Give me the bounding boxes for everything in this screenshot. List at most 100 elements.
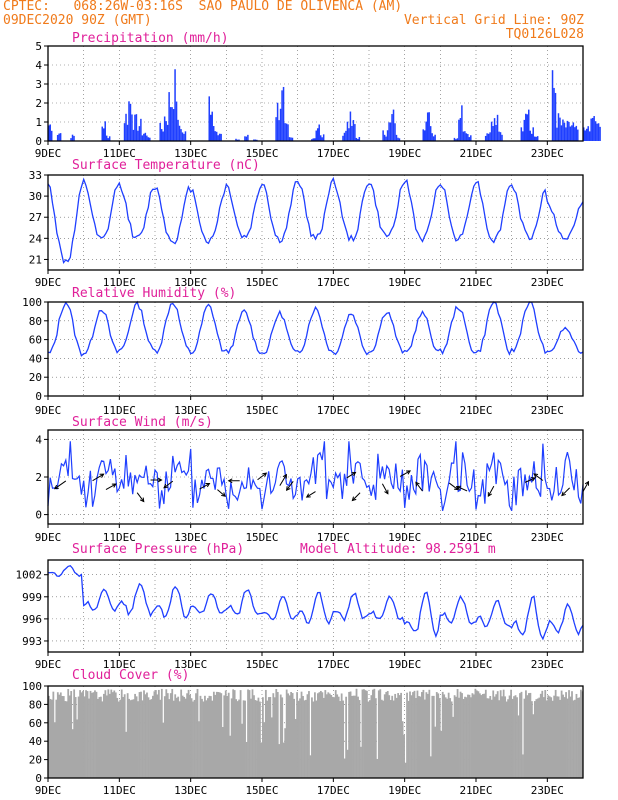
x-tick-label: 19DEC [388,531,421,544]
precip-bar [464,131,466,141]
precip-bar [209,114,212,141]
precip-bar [571,125,573,141]
x-tick-label: 9DEC [35,276,62,289]
precip-bar [594,121,597,141]
precip-bar [162,131,164,141]
x-tick-label: 21DEC [459,404,492,417]
precip-bar [314,138,316,141]
cloud-bar [305,699,307,778]
wind-arrow [415,482,423,492]
cloud-bar [86,691,89,778]
cloud-bar [380,699,383,778]
precip-bar [593,116,595,141]
cloud-bar [369,700,371,778]
cloud-bar [306,694,309,778]
cloud-bar [137,701,139,778]
cloud-bar [322,697,325,778]
cloud-bar [373,688,376,778]
cloud-bar [126,693,129,778]
precip-bar [536,136,539,141]
precip-bar [599,126,601,141]
cloud-bar [218,692,221,778]
precip-bar [220,133,222,141]
precip-bar [526,114,529,141]
cloud-bar [505,701,508,778]
panel-title: Precipitation (mm/h) [72,31,229,46]
cloud-bar [193,699,196,778]
cloud-bar [318,692,321,778]
cloud-bar [140,691,142,778]
cloud-bar [415,698,417,778]
cloud-bar [498,700,501,778]
cloud-bar [162,722,165,778]
cloud-bar [119,699,122,778]
cloud-bar [260,742,263,778]
cloud-bar [97,698,99,778]
precip-bar [358,137,361,141]
precip-bar [171,107,173,141]
cloud-bar [150,699,153,778]
y-tick-label: 100 [22,680,42,693]
cloud-bar [89,690,92,778]
y-tick-label: 20 [29,754,42,767]
precip-bar [183,133,185,141]
cloud-bar [480,695,483,778]
cloud-bar [149,699,151,778]
precip-bar [276,102,279,141]
y-tick-label: 996 [22,613,42,626]
cloud-bar [49,698,52,778]
panel-frame [47,174,584,271]
cloud-bar [61,695,64,778]
wind-arrow-head [227,478,233,484]
precip-bar [525,113,527,141]
cloud-bar [401,721,404,778]
cloud-bar [120,689,123,778]
precip-bar [184,131,187,141]
cloud-bar [290,691,293,778]
cloud-bar [132,699,135,778]
precip-bar [422,129,424,141]
cloud-bar [212,691,215,778]
precip-bar [557,113,560,141]
cloud-bar [539,693,542,778]
precip-bar [108,136,111,141]
precip-bar [562,119,564,141]
x-tick-label: 13DEC [174,404,207,417]
wind-arrow-head [384,489,389,495]
wind-arrow [533,473,544,481]
wind-arrow [257,472,267,481]
precip-bar [577,129,579,141]
cloud-bar [74,697,77,778]
cloud-bar [315,700,318,778]
cloud-bar [438,698,441,778]
wind-arrow-head [351,496,357,502]
precip-bar [244,136,246,141]
y-tick-label: 21 [29,253,42,266]
cloud-bar [337,696,340,778]
cloud-bar [266,700,269,778]
cloud-bar [264,689,267,778]
cloud-bar [254,700,257,778]
cloud-bar [71,729,74,778]
cloud-bar [327,692,330,778]
cloud-bar [395,697,398,778]
cloud-bar [366,690,368,778]
cloud-bar [495,694,498,778]
cloud-bar [474,688,477,778]
precip-bar [312,138,315,141]
wind-arrow-head [351,471,357,477]
cloud-bar [376,758,379,778]
cloud-bar [569,696,572,778]
cloud-bar [481,693,484,778]
cloud-bar [267,697,270,778]
x-tick-label: 11DEC [103,784,136,797]
cloud-bar [450,701,453,778]
cloud-bar [425,692,428,778]
y-tick-label: 999 [22,591,42,604]
wind-arrow [279,474,287,486]
cloud-bar [336,694,339,778]
x-tick-label: 13DEC [174,658,207,671]
precip-bar [389,122,392,141]
header-datetime: 09DEC2020 90Z (GMT) [3,13,152,28]
precip-bar [125,113,127,141]
